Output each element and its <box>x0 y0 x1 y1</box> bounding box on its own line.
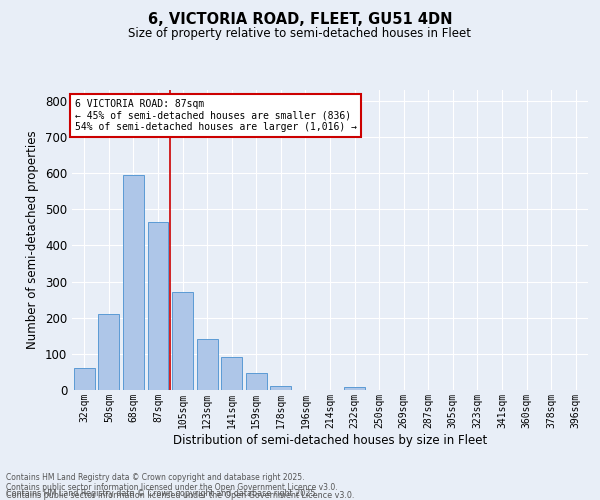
Bar <box>123 175 144 390</box>
Text: Contains public sector information licensed under the Open Government Licence v3: Contains public sector information licen… <box>6 484 338 492</box>
Text: 6 VICTORIA ROAD: 87sqm
← 45% of semi-detached houses are smaller (836)
54% of se: 6 VICTORIA ROAD: 87sqm ← 45% of semi-det… <box>74 99 356 132</box>
Y-axis label: Number of semi-detached properties: Number of semi-detached properties <box>26 130 40 350</box>
Bar <box>98 314 119 390</box>
Text: Contains public sector information licensed under the Open Government Licence v3: Contains public sector information licen… <box>6 491 355 500</box>
Text: Contains HM Land Registry data © Crown copyright and database right 2025.: Contains HM Land Registry data © Crown c… <box>6 474 305 482</box>
X-axis label: Distribution of semi-detached houses by size in Fleet: Distribution of semi-detached houses by … <box>173 434 487 446</box>
Bar <box>74 368 95 390</box>
Bar <box>172 292 193 390</box>
Text: 6, VICTORIA ROAD, FLEET, GU51 4DN: 6, VICTORIA ROAD, FLEET, GU51 4DN <box>148 12 452 28</box>
Bar <box>271 386 292 390</box>
Text: Size of property relative to semi-detached houses in Fleet: Size of property relative to semi-detach… <box>128 28 472 40</box>
Bar <box>221 358 242 390</box>
Bar <box>246 372 267 390</box>
Bar <box>197 340 218 390</box>
Bar <box>148 222 169 390</box>
Text: Contains HM Land Registry data © Crown copyright and database right 2025.: Contains HM Land Registry data © Crown c… <box>6 488 318 498</box>
Bar <box>344 387 365 390</box>
